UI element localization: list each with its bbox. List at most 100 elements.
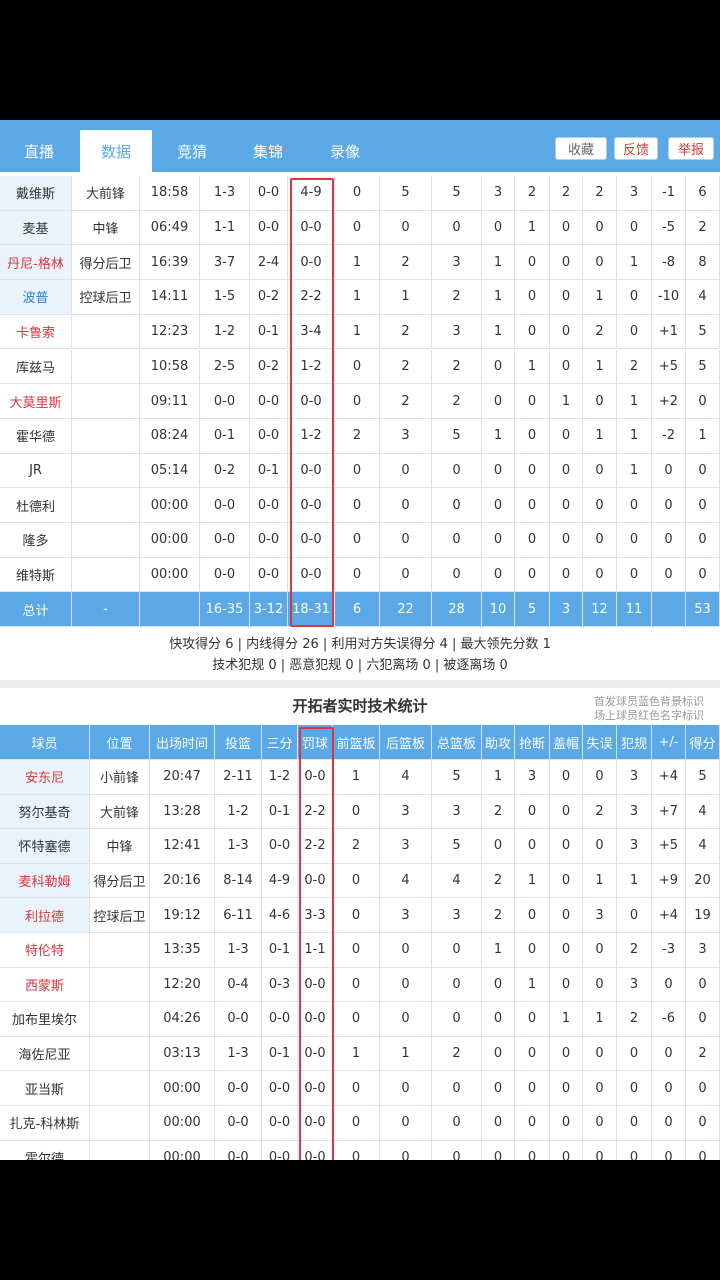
column-header: 球员 bbox=[0, 725, 90, 760]
stat-cell: 1 bbox=[380, 280, 432, 315]
stat-cell: 0-1 bbox=[250, 314, 288, 350]
stat-cell: 0-0 bbox=[215, 1002, 262, 1037]
stat-cell: 0-0 bbox=[215, 1140, 262, 1160]
player-name[interactable]: 亚当斯 bbox=[0, 1071, 90, 1106]
total-cell: 11 bbox=[617, 592, 652, 628]
stat-cell: 0 bbox=[686, 488, 720, 523]
stat-cell: 4 bbox=[686, 280, 720, 315]
player-name[interactable]: 波普 bbox=[0, 280, 72, 315]
stat-cell: 0 bbox=[583, 967, 617, 1003]
tab[interactable]: 数据 bbox=[80, 130, 152, 172]
stat-cell: 00:00 bbox=[140, 488, 200, 523]
stat-cell: 0-0 bbox=[200, 488, 250, 523]
tab[interactable]: 竞猜 bbox=[176, 142, 207, 161]
stat-cell: 0 bbox=[515, 557, 550, 593]
stat-cell: -5 bbox=[652, 210, 686, 246]
stat-cell: 0 bbox=[432, 1140, 482, 1160]
stat-cell: 中锋 bbox=[90, 829, 150, 864]
stat-cell: 00:00 bbox=[140, 523, 200, 558]
player-name[interactable]: 加布里埃尔 bbox=[0, 1002, 90, 1037]
column-header: 三分 bbox=[262, 725, 298, 760]
stat-cell: 1 bbox=[333, 1036, 380, 1072]
stat-cell: 4 bbox=[432, 863, 482, 899]
stat-cell: 0-2 bbox=[250, 349, 288, 385]
stat-cell: 2 bbox=[617, 933, 652, 968]
summary-note: 技术犯规 0 | 恶意犯规 0 | 六犯离场 0 | 被逐离场 0 bbox=[212, 658, 508, 674]
stat-cell: 2 bbox=[432, 349, 482, 385]
tab[interactable]: 直播 bbox=[23, 142, 54, 161]
player-name[interactable]: 大莫里斯 bbox=[0, 384, 72, 419]
player-name[interactable]: 特伦特 bbox=[0, 933, 90, 968]
stat-cell: 1 bbox=[333, 760, 380, 795]
stat-cell bbox=[72, 314, 140, 350]
player-name[interactable]: 西蒙斯 bbox=[0, 967, 90, 1003]
player-name[interactable]: 麦基 bbox=[0, 210, 72, 246]
stat-cell: 1-2 bbox=[288, 349, 335, 385]
stat-cell: +7 bbox=[652, 794, 686, 830]
stat-cell: 2 bbox=[380, 349, 432, 385]
stat-cell: 0-0 bbox=[200, 523, 250, 558]
player-name[interactable]: JR bbox=[0, 453, 72, 489]
stat-cell: 0 bbox=[432, 933, 482, 968]
stat-cell bbox=[90, 1140, 150, 1160]
stat-cell: 0 bbox=[515, 794, 550, 830]
stat-cell: 0 bbox=[583, 384, 617, 419]
stat-cell: 0 bbox=[432, 1002, 482, 1037]
player-name[interactable]: 怀特塞德 bbox=[0, 829, 90, 864]
player-name[interactable]: 扎克-科林斯 bbox=[0, 1106, 90, 1141]
stat-cell: 1 bbox=[380, 1036, 432, 1072]
stat-cell: 1 bbox=[617, 245, 652, 281]
stat-cell: 0 bbox=[335, 349, 380, 385]
stat-cell: 2 bbox=[380, 384, 432, 419]
stat-cell bbox=[90, 1036, 150, 1072]
stat-cell: 0-0 bbox=[288, 245, 335, 281]
player-name[interactable]: 卡鲁索 bbox=[0, 314, 72, 350]
nav-button[interactable]: 收藏 bbox=[555, 137, 607, 160]
stat-cell: 0 bbox=[482, 1036, 515, 1072]
stat-cell: 0 bbox=[482, 453, 515, 489]
stat-cell: 1-3 bbox=[215, 933, 262, 968]
player-name[interactable]: 安东尼 bbox=[0, 760, 90, 795]
stat-cell: 1 bbox=[515, 967, 550, 1003]
player-name[interactable]: 努尔基奇 bbox=[0, 794, 90, 830]
stat-cell: 中锋 bbox=[72, 210, 140, 246]
stat-cell: 0 bbox=[550, 245, 583, 281]
stat-cell: 3 bbox=[432, 245, 482, 281]
legend-note: 场上球员红色名字标识 bbox=[594, 709, 704, 722]
stat-cell: 03:13 bbox=[150, 1036, 215, 1072]
nav-button[interactable]: 举报 bbox=[668, 137, 714, 160]
stat-cell: 3 bbox=[432, 314, 482, 350]
stat-cell: 0 bbox=[515, 933, 550, 968]
tab[interactable]: 录像 bbox=[329, 142, 360, 161]
nav-button[interactable]: 反馈 bbox=[614, 137, 658, 160]
player-name[interactable]: 隆多 bbox=[0, 523, 72, 558]
stat-cell: 0 bbox=[432, 488, 482, 523]
stat-cell: 8 bbox=[686, 245, 720, 281]
stat-cell: 0 bbox=[380, 523, 432, 558]
tab[interactable]: 集锦 bbox=[252, 142, 283, 161]
stat-cell: 2 bbox=[583, 794, 617, 830]
stat-cell: 得分后卫 bbox=[90, 863, 150, 899]
stat-cell: 0 bbox=[380, 933, 432, 968]
player-name[interactable]: 库兹马 bbox=[0, 349, 72, 385]
player-name[interactable]: 海佐尼亚 bbox=[0, 1036, 90, 1072]
stat-cell: 0 bbox=[515, 488, 550, 523]
stat-cell: 0-0 bbox=[200, 384, 250, 419]
player-name[interactable]: 丹尼-格林 bbox=[0, 245, 72, 281]
stat-cell: 1 bbox=[482, 760, 515, 795]
player-name[interactable]: 杜德利 bbox=[0, 488, 72, 523]
player-name[interactable]: 霍尔德 bbox=[0, 1140, 90, 1160]
player-name[interactable]: 戴维斯 bbox=[0, 176, 72, 211]
player-name[interactable]: 霍华德 bbox=[0, 418, 72, 454]
stat-cell: 0 bbox=[482, 384, 515, 419]
stat-cell: 18:58 bbox=[140, 176, 200, 211]
player-name[interactable]: 维特斯 bbox=[0, 557, 72, 593]
player-name[interactable]: 利拉德 bbox=[0, 898, 90, 933]
stat-cell: 1 bbox=[583, 280, 617, 315]
stat-cell: 3 bbox=[617, 829, 652, 864]
total-cell bbox=[652, 592, 686, 628]
stat-cell: 0 bbox=[617, 557, 652, 593]
stat-cell: 0 bbox=[432, 557, 482, 593]
player-name[interactable]: 麦科勒姆 bbox=[0, 863, 90, 899]
stat-cell: 0 bbox=[335, 210, 380, 246]
